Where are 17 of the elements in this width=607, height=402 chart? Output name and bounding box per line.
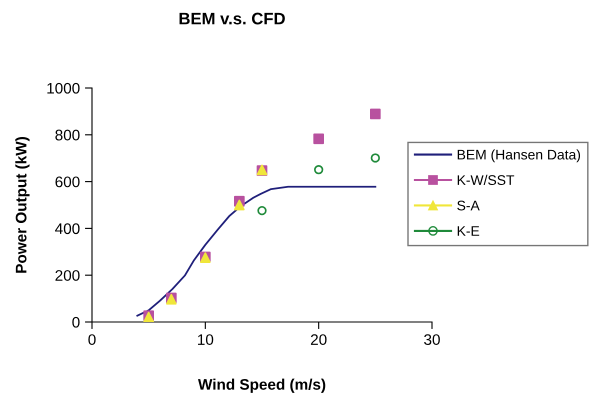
x-tick-label: 0 xyxy=(88,334,96,346)
y-tick-label: 1000 xyxy=(47,82,80,94)
legend-label: BEM (Hansen Data) xyxy=(458,149,580,162)
x-axis-title: Wind Speed (m/s) xyxy=(198,378,326,393)
legend-label: S-A xyxy=(457,200,480,210)
x-tick-label: 10 xyxy=(198,334,214,346)
y-tick-label: 200 xyxy=(55,270,80,281)
y-tick-label: 800 xyxy=(55,130,80,140)
y-tick-label: 600 xyxy=(55,176,80,188)
legend-label: K-W/SST xyxy=(458,174,514,186)
x-tick-label: 20 xyxy=(310,334,327,346)
y-tick-label: 0 xyxy=(72,316,80,328)
y-tick-label: 400 xyxy=(55,223,80,234)
y-axis-title: Power Output (kW) xyxy=(15,137,30,273)
chart-title: BEM v.s. CFD xyxy=(180,12,285,24)
x-tick-label: 30 xyxy=(424,334,440,346)
legend-label: K-E xyxy=(458,226,480,236)
